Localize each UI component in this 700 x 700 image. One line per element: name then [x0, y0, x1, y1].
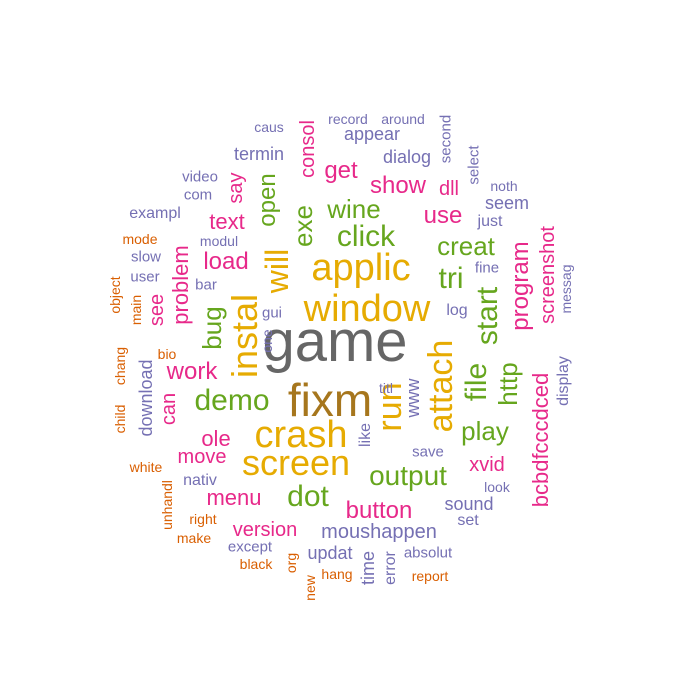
- word-moushappen: moushappen: [321, 521, 437, 543]
- word-termin: termin: [233, 144, 285, 164]
- word-open: open: [254, 173, 281, 227]
- word-second: second: [437, 114, 455, 164]
- word-one: one: [259, 329, 275, 353]
- word-attach: attach: [422, 339, 460, 433]
- word-object: object: [107, 276, 123, 314]
- word-error: error: [382, 551, 399, 585]
- word-appear: appear: [343, 124, 401, 144]
- word-www: www: [403, 378, 423, 418]
- word-report: report: [411, 568, 449, 584]
- word-caus: caus: [254, 119, 284, 135]
- word-http: http: [493, 362, 523, 406]
- word-start: start: [471, 286, 504, 346]
- word-get: get: [324, 157, 358, 184]
- word-program: program: [507, 241, 534, 331]
- word-make: make: [176, 530, 212, 546]
- word-see: see: [146, 293, 168, 327]
- word-fixm: fixm: [287, 374, 373, 426]
- word-modul: modul: [199, 233, 239, 249]
- word-load: load: [203, 248, 249, 275]
- word-right: right: [189, 511, 217, 527]
- word-mode: mode: [122, 231, 158, 247]
- word-org: org: [283, 552, 299, 574]
- word-white: white: [129, 459, 163, 475]
- word-user: user: [130, 268, 160, 286]
- word-time: time: [358, 550, 378, 586]
- word-dialog: dialog: [382, 147, 432, 167]
- word-dll: dll: [438, 178, 460, 200]
- word-move: move: [177, 446, 227, 468]
- word-exampl: exampl: [129, 205, 181, 222]
- word-will: will: [259, 248, 295, 294]
- word-fine: fine: [474, 259, 500, 277]
- word-seem: seem: [484, 193, 530, 213]
- word-except: except: [227, 538, 273, 556]
- word-hang: hang: [321, 566, 353, 582]
- word-button: button: [345, 497, 413, 524]
- word-bar: bar: [195, 276, 217, 294]
- word-say: say: [225, 172, 247, 204]
- word-wine: wine: [327, 194, 381, 224]
- word-dot: dot: [287, 480, 329, 513]
- word-set: set: [457, 512, 479, 529]
- word-screenshot: screenshot: [537, 226, 559, 324]
- word-bcbdfcccdced: bcbdfcccdced: [528, 372, 553, 508]
- word-bug: bug: [197, 306, 227, 350]
- word-around: around: [381, 111, 425, 127]
- word-video: video: [182, 168, 218, 186]
- word-exe: exe: [288, 205, 318, 247]
- word-display: display: [555, 356, 572, 406]
- word-work: work: [166, 358, 218, 385]
- word-ole: ole: [201, 426, 231, 451]
- word-tri: tri: [438, 262, 464, 295]
- word-titl: titl: [379, 380, 393, 396]
- word-use: use: [423, 202, 463, 229]
- word-gui: gui: [261, 304, 283, 322]
- word-file: file: [460, 362, 493, 402]
- word-slow: slow: [130, 248, 162, 266]
- word-creat: creat: [437, 231, 495, 261]
- word-child: child: [112, 404, 128, 434]
- word-applic: applic: [311, 247, 411, 289]
- word-text: text: [209, 209, 245, 234]
- word-crash: crash: [254, 414, 348, 456]
- word-instal: instal: [224, 293, 265, 379]
- word-com: com: [183, 186, 213, 204]
- word-show: show: [369, 172, 427, 199]
- word-new: new: [302, 575, 318, 601]
- word-game: game: [262, 309, 408, 374]
- word-absolut: absolut: [403, 544, 453, 562]
- word-click: click: [336, 220, 396, 253]
- word-log: log: [446, 302, 468, 319]
- word-output: output: [369, 460, 447, 491]
- word-problem: problem: [168, 245, 193, 325]
- word-consol: consol: [297, 120, 319, 178]
- word-nativ: nativ: [183, 472, 217, 489]
- word-select: select: [465, 145, 483, 185]
- word-version: version: [232, 519, 298, 541]
- word-download: download: [136, 359, 156, 437]
- word-demo: demo: [194, 384, 270, 417]
- word-xvid: xvid: [469, 454, 505, 476]
- word-main: main: [128, 294, 144, 326]
- word-menu: menu: [206, 485, 262, 510]
- word-like: like: [357, 422, 374, 448]
- word-updat: updat: [307, 543, 353, 563]
- word-record: record: [328, 111, 368, 127]
- word-just: just: [477, 213, 503, 230]
- word-screen: screen: [241, 442, 351, 483]
- word-bio: bio: [157, 346, 177, 362]
- word-look: look: [484, 479, 510, 495]
- word-window: window: [303, 288, 431, 330]
- word-chang: chang: [112, 346, 128, 386]
- word-black: black: [239, 556, 273, 572]
- word-messag: messag: [558, 264, 574, 314]
- word-save: save: [412, 443, 444, 461]
- word-noth: noth: [490, 178, 518, 194]
- word-can: can: [158, 392, 180, 426]
- word-play: play: [461, 416, 509, 446]
- word-sound: sound: [444, 494, 494, 514]
- word-unhandl: unhandl: [159, 480, 175, 530]
